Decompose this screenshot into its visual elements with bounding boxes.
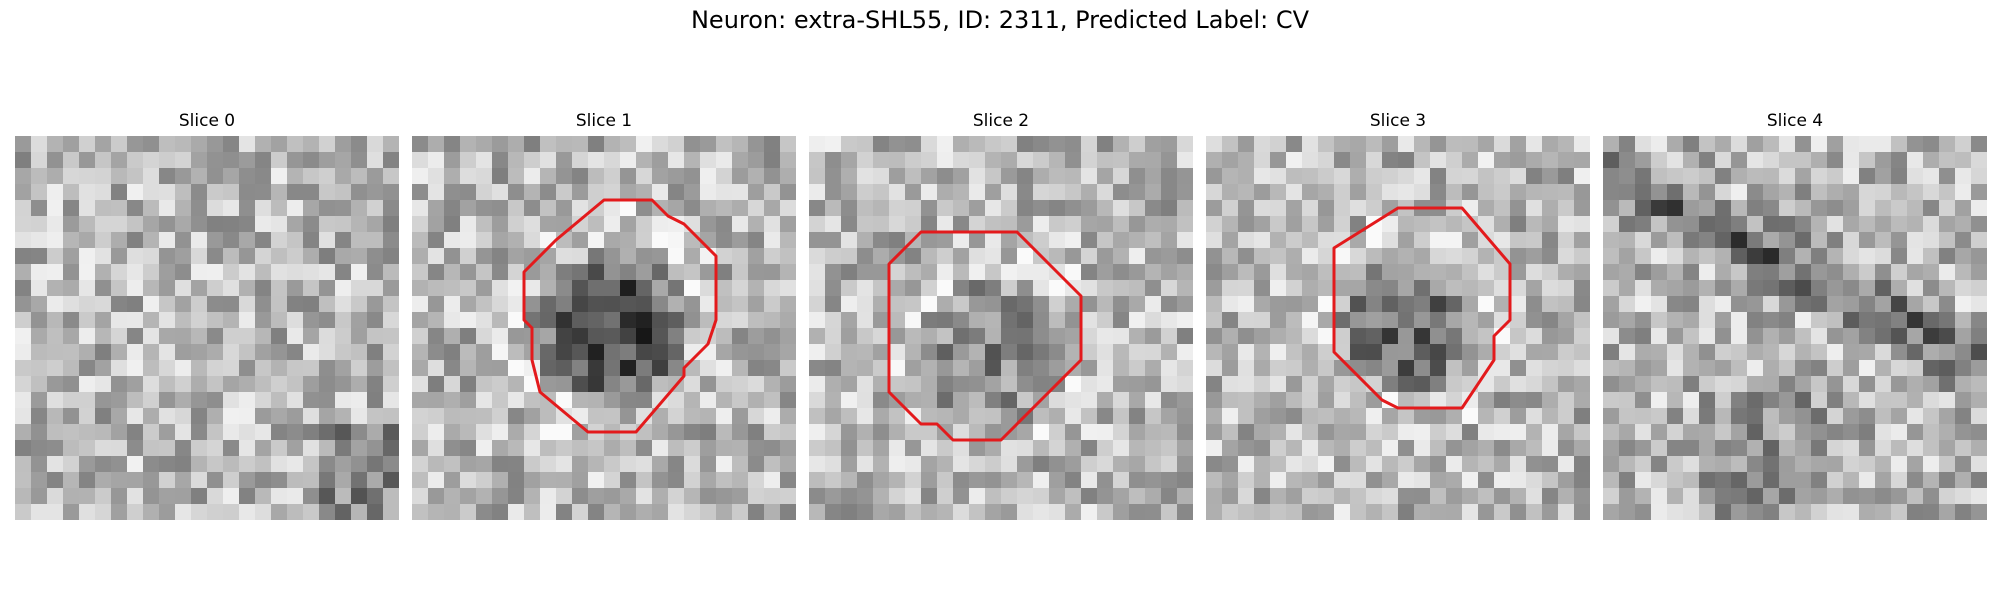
slice-label: Slice 0 [178, 111, 236, 131]
segmentation-contour [887, 230, 1083, 442]
slice-panel-2: Slice 2 [809, 108, 1193, 520]
slice-image [809, 136, 1193, 520]
slice-label: Slice 3 [1369, 111, 1427, 131]
segmentation-contour [522, 198, 718, 434]
slice-panel-4: Slice 4 [1603, 108, 1987, 520]
slice-image [412, 136, 796, 520]
slice-image [1603, 136, 1987, 520]
slice-panel-1: Slice 1 [412, 108, 796, 520]
slice-label: Slice 4 [1766, 111, 1824, 131]
segmentation-contour [1332, 206, 1512, 410]
slice-image [1206, 136, 1590, 520]
slice-label: Slice 1 [575, 111, 633, 131]
slice-label: Slice 2 [972, 111, 1030, 131]
slice-panel-3: Slice 3 [1206, 108, 1590, 520]
slice-image [15, 136, 399, 520]
slice-panel-0: Slice 0 [15, 108, 399, 520]
figure-title: Neuron: extra-SHL55, ID: 2311, Predicted… [690, 6, 1310, 34]
